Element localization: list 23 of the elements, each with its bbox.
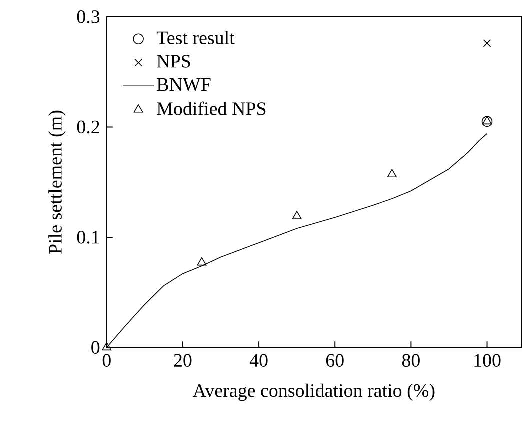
point — [292, 211, 302, 220]
x-tick-label: 100 — [474, 354, 501, 368]
x-tick-label: 20 — [174, 354, 192, 368]
point — [482, 116, 493, 128]
point — [197, 258, 207, 266]
legend-label: NPS — [157, 55, 190, 68]
legend-label: Test result — [156, 31, 235, 45]
y-tick-label: 0.3 — [77, 10, 100, 24]
x-tick-label: 0 — [102, 354, 111, 368]
legend-label: BNWF — [157, 78, 211, 92]
legend-label: Modified NPS — [157, 102, 266, 116]
x-tick-label: 40 — [250, 354, 268, 368]
point — [482, 116, 492, 125]
y-axis-title: Pile settlement (m) — [48, 111, 66, 254]
point — [102, 342, 112, 351]
point — [387, 169, 397, 178]
y-tick-label: 0.1 — [77, 231, 100, 244]
x-axis-title: Average consolidation ratio (%) — [193, 384, 435, 402]
y-tick-label: 0 — [92, 341, 100, 354]
y-tick-label: 0.2 — [77, 120, 100, 134]
x-tick-label: 80 — [402, 354, 420, 368]
point — [483, 40, 492, 48]
x-tick-label: 60 — [326, 354, 344, 368]
